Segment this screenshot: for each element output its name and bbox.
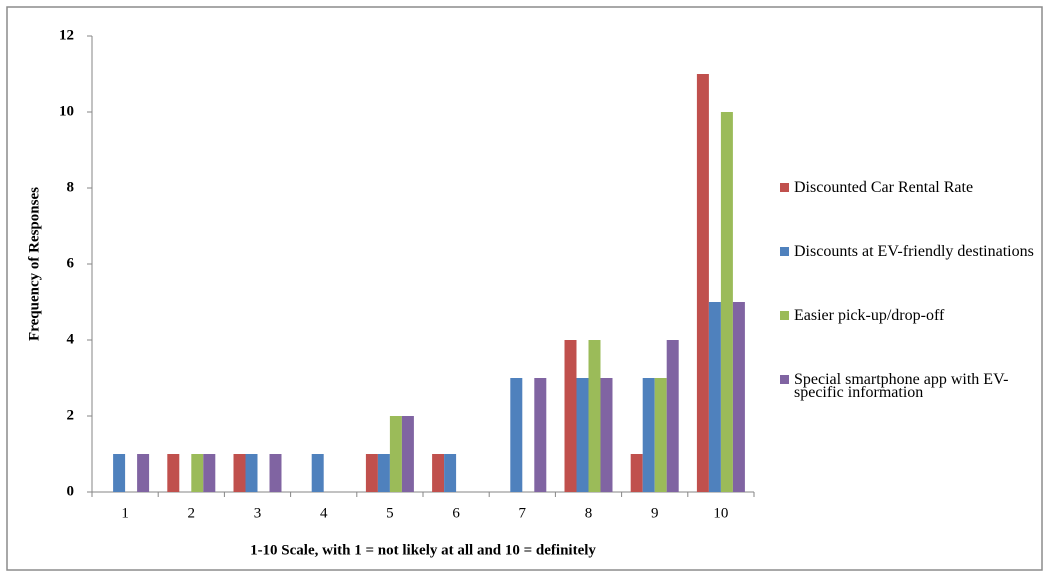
y-axis-title: Frequency of Responses	[26, 187, 42, 341]
x-tick-label: 3	[254, 505, 262, 521]
bar	[510, 378, 523, 492]
y-tick-label: 6	[67, 255, 75, 271]
bar	[666, 340, 679, 492]
legend-label: Special smartphone app with EV-specific …	[794, 371, 1009, 401]
legend-item: Easier pick-up/drop-off	[780, 307, 1045, 324]
x-tick-label: 9	[651, 505, 659, 521]
y-tick-label: 0	[67, 483, 75, 499]
bar	[654, 378, 667, 492]
bar	[245, 454, 258, 492]
x-tick-label: 8	[585, 505, 593, 521]
bar	[630, 454, 643, 492]
legend-label: Discounted Car Rental Rate	[794, 179, 974, 196]
bar	[137, 454, 150, 492]
bar	[389, 416, 402, 492]
x-tick-label: 7	[519, 505, 527, 521]
bar	[365, 454, 378, 492]
legend-swatch	[780, 247, 789, 256]
legend-swatch	[780, 183, 789, 192]
x-tick-label: 4	[320, 505, 328, 521]
bar	[311, 454, 324, 492]
bar	[564, 340, 577, 492]
legend-item: Discounted Car Rental Rate	[780, 179, 1045, 196]
y-tick-label: 2	[67, 407, 75, 423]
x-tick-label: 10	[713, 505, 728, 521]
x-tick-label: 1	[121, 505, 129, 521]
x-tick-label: 2	[188, 505, 196, 521]
bar	[732, 302, 745, 492]
bar	[401, 416, 414, 492]
bar	[377, 454, 390, 492]
chart-border	[6, 6, 1043, 571]
bar	[576, 378, 589, 492]
y-tick-label: 10	[59, 103, 74, 119]
bar	[720, 112, 733, 492]
bar	[534, 378, 547, 492]
legend-item: Special smartphone app with EV-specific …	[780, 371, 1045, 401]
x-tick-label: 6	[452, 505, 460, 521]
y-tick-label: 8	[67, 179, 75, 195]
legend-item: Discounts at EV-friendly destinations	[780, 243, 1045, 260]
bar	[113, 454, 126, 492]
y-tick-label: 12	[59, 27, 74, 43]
bar	[269, 454, 282, 492]
bar	[600, 378, 613, 492]
bar	[642, 378, 655, 492]
legend-label: Easier pick-up/drop-off	[794, 307, 945, 324]
bar	[708, 302, 721, 492]
y-tick-label: 4	[67, 331, 75, 347]
bar	[191, 454, 204, 492]
bar	[588, 340, 601, 492]
x-tick-label: 5	[386, 505, 394, 521]
bar	[233, 454, 246, 492]
bar	[203, 454, 216, 492]
bar	[444, 454, 457, 492]
legend-label: Discounts at EV-friendly destinations	[794, 243, 1034, 260]
x-axis-title: 1-10 Scale, with 1 = not likely at all a…	[250, 542, 596, 558]
legend-swatch	[780, 311, 789, 320]
bar	[167, 454, 180, 492]
legend-swatch	[780, 375, 789, 384]
bar	[432, 454, 445, 492]
bar	[696, 74, 709, 492]
